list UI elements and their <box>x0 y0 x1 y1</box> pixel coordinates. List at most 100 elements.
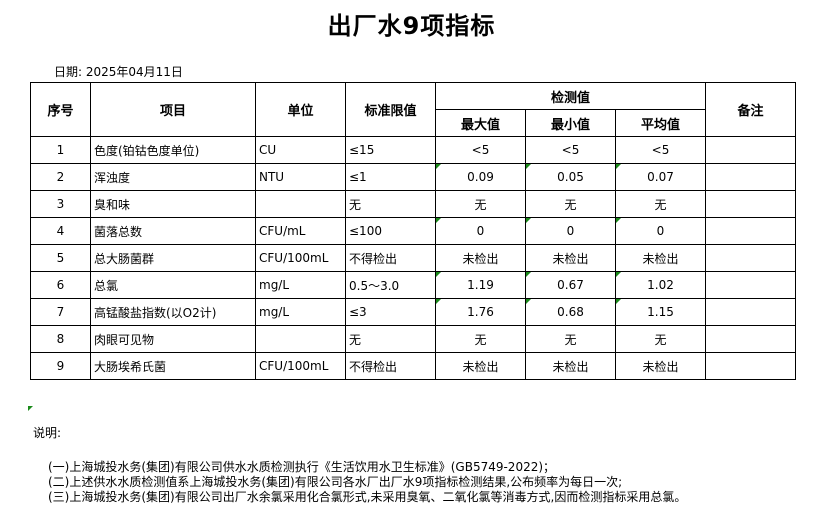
header-avg: 平均值 <box>615 109 706 137</box>
cell-max: 未检出 <box>435 244 526 272</box>
cell-seq: 9 <box>30 352 91 380</box>
cell-avg: 0 <box>615 217 706 245</box>
cell-item: 菌落总数 <box>90 217 256 245</box>
table-row: 4 菌落总数 CFU/mL ≤100 0 0 0 <box>30 217 796 245</box>
cell-item-text: 肉眼可见物 <box>94 332 155 347</box>
cell-marker-icon <box>616 164 621 169</box>
cell-avg: 未检出 <box>615 352 706 380</box>
cell-seq: 6 <box>30 271 91 299</box>
table-row: 1 色度(铂钴色度单位) CU ≤15 <5 <5 <5 <box>30 136 796 164</box>
cell-marker-icon <box>616 272 621 277</box>
cell-unit-text: CU <box>259 143 277 157</box>
cell-avg-text: 无 <box>654 197 667 212</box>
cell-marker-icon <box>616 218 621 223</box>
cell-seq: 4 <box>30 217 91 245</box>
cell-avg-text: <5 <box>651 143 670 157</box>
cell-min-text: 0.68 <box>557 305 584 319</box>
cell-min-text: 未检出 <box>552 251 589 266</box>
cell-remark <box>705 217 796 245</box>
cell-item-text: 总氯 <box>94 278 119 293</box>
cell-limit: 不得检出 <box>345 244 436 272</box>
cell-min-text: 未检出 <box>552 359 589 374</box>
cell-limit: 无 <box>345 325 436 353</box>
cell-seq: 1 <box>30 136 91 164</box>
cell-item-text: 大肠埃希氏菌 <box>94 359 167 374</box>
cell-unit <box>255 190 346 218</box>
header-min: 最小值 <box>525 109 616 137</box>
cell-min: 未检出 <box>525 352 616 380</box>
cell-max: 0 <box>435 217 526 245</box>
cell-min: 无 <box>525 325 616 353</box>
cell-unit: CFU/100mL <box>255 352 346 380</box>
cell-unit-text: mg/L <box>259 278 290 292</box>
cell-max: 未检出 <box>435 352 526 380</box>
cell-limit-text: 0.5～3.0 <box>349 278 400 293</box>
cell-max-text: 未检出 <box>462 359 499 374</box>
cell-avg: 无 <box>615 325 706 353</box>
cell-avg-text: 未检出 <box>642 251 679 266</box>
cell-marker-icon <box>526 299 531 304</box>
cell-limit: ≤1 <box>345 163 436 191</box>
header-item: 项目 <box>90 82 256 137</box>
cell-remark <box>705 244 796 272</box>
cell-max-text: 无 <box>474 332 487 347</box>
cell-min: 0 <box>525 217 616 245</box>
cell-min-text: 无 <box>564 197 577 212</box>
cell-unit: CFU/mL <box>255 217 346 245</box>
cell-avg-text: 1.02 <box>647 278 674 292</box>
cell-item-text: 浑浊度 <box>94 170 131 185</box>
cell-unit-text: CFU/100mL <box>259 359 329 373</box>
cell-item: 总大肠菌群 <box>90 244 256 272</box>
cell-max-text: 0 <box>476 224 485 238</box>
cell-unit: mg/L <box>255 271 346 299</box>
cell-avg-text: 1.15 <box>647 305 674 319</box>
cell-seq-text: 9 <box>56 359 65 373</box>
header-detected: 检测值 <box>435 82 706 110</box>
cell-item-text: 总大肠菌群 <box>94 251 155 266</box>
cell-min: <5 <box>525 136 616 164</box>
cell-avg-text: 0 <box>656 224 665 238</box>
table-row: 7 高锰酸盐指数(以O2计) mg/L ≤3 1.76 0.68 1.15 <box>30 298 796 326</box>
cell-seq-text: 3 <box>56 197 65 211</box>
cell-min-text: <5 <box>561 143 580 157</box>
cell-remark <box>705 298 796 326</box>
cell-item: 臭和味 <box>90 190 256 218</box>
cell-seq: 7 <box>30 298 91 326</box>
cell-min-text: 0 <box>566 224 575 238</box>
cell-min-text: 0.67 <box>557 278 584 292</box>
indicator-table: 序号 项目 单位 标准限值 检测值 备注 最大值 最小值 平均值 1 色度(铂钴色… <box>30 82 796 380</box>
cell-remark <box>705 136 796 164</box>
cell-unit: NTU <box>255 163 346 191</box>
cell-unit-text: CFU/mL <box>259 224 306 238</box>
cell-seq-text: 4 <box>56 224 65 238</box>
table-row: 9 大肠埃希氏菌 CFU/100mL 不得检出 未检出 未检出 未检出 <box>30 352 796 380</box>
cell-item-text: 高锰酸盐指数(以O2计) <box>94 305 217 320</box>
cell-max: 无 <box>435 325 526 353</box>
page-title: 出厂水9项指标 <box>327 12 496 40</box>
cell-avg: 1.02 <box>615 271 706 299</box>
cell-max-text: 未检出 <box>462 251 499 266</box>
cell-avg-text: 0.07 <box>647 170 674 184</box>
cell-seq: 8 <box>30 325 91 353</box>
cell-remark <box>705 325 796 353</box>
cell-max-text: 1.19 <box>467 278 494 292</box>
cell-min: 0.68 <box>525 298 616 326</box>
cell-max-text: 无 <box>474 197 487 212</box>
cell-seq-text: 6 <box>56 278 65 292</box>
note-line-1: (一)上海城投水务(集团)有限公司供水水质检测执行《生活饮用水卫生标准》(GB5… <box>48 460 556 474</box>
note-line-2: (二)上述供水水质检测值系上海城投水务(集团)有限公司各水厂出厂水9项指标检测结… <box>48 475 623 489</box>
cell-remark <box>705 190 796 218</box>
table-row: 8 肉眼可见物 无 无 无 无 <box>30 325 796 353</box>
cell-min: 未检出 <box>525 244 616 272</box>
cell-limit-text: ≤1 <box>349 170 367 184</box>
cell-seq: 3 <box>30 190 91 218</box>
cell-marker-icon <box>436 218 441 223</box>
header-limit: 标准限值 <box>345 82 436 137</box>
cell-unit <box>255 325 346 353</box>
cell-seq-text: 2 <box>56 170 65 184</box>
cell-remark <box>705 352 796 380</box>
cell-unit: CU <box>255 136 346 164</box>
cell-min: 0.67 <box>525 271 616 299</box>
header-seq: 序号 <box>30 82 91 137</box>
header-remark: 备注 <box>705 82 796 137</box>
